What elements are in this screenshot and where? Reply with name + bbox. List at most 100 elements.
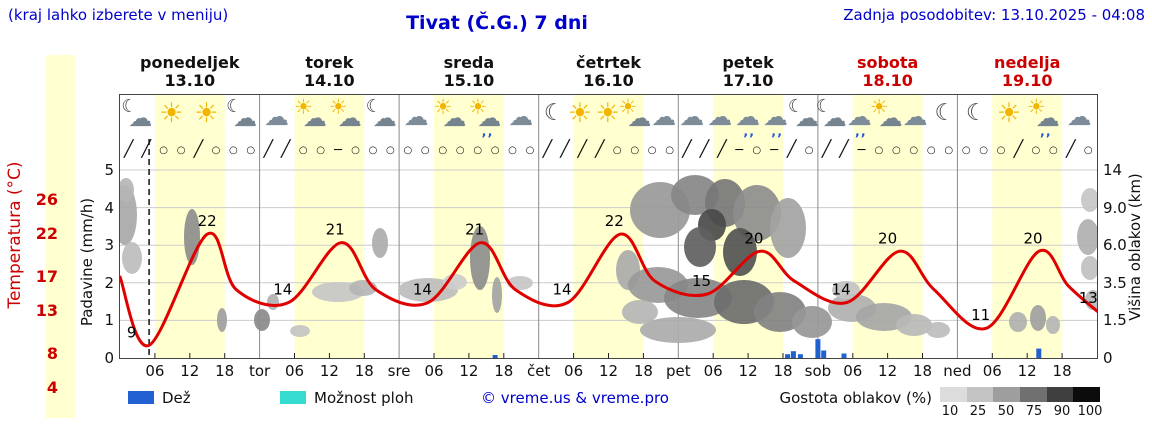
hour-tick-label: 18 [1052,362,1072,380]
hour-tick-label: 18 [633,362,653,380]
wind-barb-icon: ╱ [263,139,274,158]
hour-tick-label: 06 [982,362,1002,380]
wind-calm-icon: ○ [1049,145,1058,156]
sun-cloud-icon: ☀ ☁ [294,97,329,132]
wind-barb-icon: ╱ [280,139,291,158]
wind-barb-icon: ╱ [839,139,849,158]
cloud-blob [664,278,732,318]
precipitation-tick-label: 2 [104,273,114,292]
hour-tick-label: 06 [703,362,723,380]
sun-rain-icon: ☀ ☁ ‚‚ [468,97,503,140]
cloud-glyph: ☁ [477,104,502,132]
moon-glyph: ☾ [226,96,243,117]
sun-glyph: ☀ [194,98,219,129]
wind-barb-icon: ╱ [717,139,727,158]
density-gradient-step [940,387,967,402]
drops-glyph: ‚‚ [854,125,867,140]
copyright-link[interactable]: © vreme.us & vreme.pro [481,389,669,407]
temperature-tick-label: 26 [35,190,58,209]
cloud-glyph: ☁ [508,102,534,131]
moon-icon: ☾ [536,98,570,132]
temperature-value-label: 9 [127,323,137,341]
density-tick-label: 25 [969,404,987,419]
wind-barb-icon: ╱ [141,139,151,158]
density-tick-label: 10 [941,404,959,419]
sun-glyph: ☀ [869,95,889,119]
daytime-band [434,95,504,358]
day-abbr-label: sre [387,362,411,380]
wind-calm-icon: ○ [926,145,936,156]
rain-bar [821,350,827,358]
temperature-value-label: 20 [878,229,897,247]
hour-tick-label: 06 [284,362,305,380]
temperature-tick-label: 8 [46,343,58,363]
cloud-glyph: ☁ [707,102,733,131]
wind-barb-icon: ╱ [594,139,605,158]
hour-tick-label: 12 [319,362,339,380]
cloud-glyph: ☁ [302,104,327,132]
last-update-timestamp: Zadnja posodobitev: 13.10.2025 - 04:08 [843,6,1145,24]
sun-glyph: ☀ [159,98,184,129]
wind-barb-icon: ╱ [821,139,832,158]
sun-glyph: ☀ [618,95,638,119]
cloud-glyph: ☁ [822,104,847,132]
wind-barb-icon: ─ [770,143,779,158]
cloud-blob [372,228,388,258]
cloud-density-gradient-labels: 10 25 50 75 90 100 [936,404,1104,419]
hour-tick-label: 12 [598,362,619,380]
wind-calm-icon: ○ [316,145,325,156]
day-date: 18.10 [862,71,913,90]
cloud-height-tick-label: 1.5 [1103,311,1127,330]
showers-legend-label: Možnost ploh [314,389,414,407]
sun-glyph: ☀ [1026,95,1046,119]
day-abbr-label: sob [804,362,832,380]
day-date: 14.10 [304,71,355,90]
cloud-blob [926,322,950,338]
wind-calm-icon: ○ [368,145,378,156]
cloud-icon: ☁ [703,98,737,132]
wind-calm-icon: ○ [455,145,465,156]
rain-bar [797,354,803,358]
cloud-blob [684,227,716,267]
moon-cloud-icon: ☾ ☁ [365,98,399,132]
cloud-glyph: ☁ [233,104,258,132]
hour-tick-label: 18 [494,362,514,380]
precipitation-tick-label: 0 [104,349,114,367]
wind-calm-icon: ○ [979,145,988,156]
wind-calm-icon: ○ [630,145,640,156]
cloud-blob [398,278,458,302]
cloud-density-legend-label: Gostota oblakov (%) [779,389,932,407]
wind-calm-icon: ○ [438,145,448,156]
cloud-rain-icon: ☁ ‚‚ [843,98,877,139]
wind-barb-icon: ─ [857,143,866,158]
cloud-height-tick-label: 9.0 [1103,198,1127,217]
wind-calm-icon: ○ [874,145,884,156]
cloud-glyph: ☁ [264,102,289,131]
moon-glyph: ☾ [121,96,138,117]
cloud-glyph: ☁ [794,104,819,132]
rain-legend-label: Dež [162,389,191,407]
temperature-tick-label: 17 [35,266,58,286]
drops-glyph: ‚‚ [1039,125,1052,140]
daytime-band [294,95,365,358]
sun-glyph: ☀ [996,98,1022,129]
wind-barb-icon: ─ [334,143,342,158]
rain-bar [785,354,791,358]
cloud-blob [770,198,806,258]
wind-calm-icon: ○ [1083,145,1093,156]
wind-calm-icon: ○ [961,145,971,156]
cloud-icon: ☁ [400,98,434,132]
wind-calm-icon: ○ [508,145,517,156]
page-title: Tivat (Č.G.) 7 dni [406,12,588,34]
showers-legend-swatch [280,391,306,404]
wind-barb-icon: ╱ [682,139,692,158]
day-date: 13.10 [164,71,216,90]
temperature-value-label: 13 [1079,289,1097,307]
wind-calm-icon: ○ [892,145,901,156]
cloud-glyph: ☁ [902,102,928,131]
day-date: 17.10 [722,71,774,90]
hour-tick-label: 06 [424,362,444,380]
cloud-blob [733,185,781,241]
density-gradient-step [993,387,1021,402]
sun-cloud-icon: ☀ ☁ [434,97,469,132]
